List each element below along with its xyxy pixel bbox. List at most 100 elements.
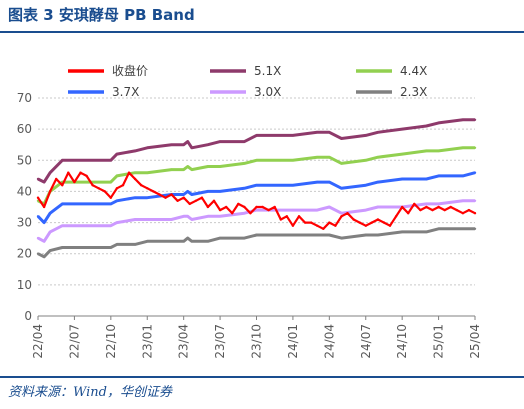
series-point bbox=[461, 118, 465, 122]
series-point bbox=[443, 208, 446, 212]
series-line-4.4X bbox=[37, 146, 475, 206]
series-point bbox=[206, 165, 210, 168]
series-point bbox=[109, 224, 113, 227]
series-point bbox=[401, 205, 404, 209]
series-point bbox=[97, 246, 100, 249]
legend-label: 3.7X bbox=[112, 85, 139, 99]
series-point bbox=[419, 208, 422, 212]
series-point bbox=[407, 212, 410, 215]
series-point bbox=[316, 208, 319, 212]
series-point bbox=[42, 180, 46, 184]
x-tick-label: 24/10 bbox=[395, 324, 409, 359]
title-divider bbox=[0, 31, 524, 33]
chart-title: 图表 3 安琪酵母 PB Band bbox=[8, 6, 195, 24]
series-point bbox=[36, 196, 40, 199]
series-point bbox=[364, 233, 367, 237]
series-point bbox=[61, 202, 64, 206]
series-point bbox=[190, 168, 193, 171]
series-point bbox=[461, 146, 465, 149]
series-point bbox=[146, 187, 149, 190]
series-point bbox=[146, 146, 149, 149]
series-point bbox=[455, 208, 458, 212]
series-point bbox=[316, 156, 319, 159]
series-point bbox=[425, 177, 428, 181]
series-point bbox=[146, 196, 149, 199]
legend-label: 5.1X bbox=[254, 64, 281, 78]
series-point bbox=[182, 168, 185, 171]
series-point bbox=[218, 208, 222, 212]
series-point bbox=[48, 171, 52, 174]
series-point bbox=[73, 246, 76, 249]
series-point bbox=[328, 156, 331, 159]
series-point bbox=[425, 124, 428, 128]
series-point bbox=[291, 134, 295, 137]
x-tick-label: 22/07 bbox=[67, 324, 81, 359]
series-point bbox=[388, 224, 392, 227]
series-point bbox=[437, 205, 440, 209]
series-line-3.7X bbox=[36, 171, 476, 225]
series-point bbox=[322, 227, 325, 230]
series-point bbox=[291, 224, 295, 227]
series-point bbox=[425, 205, 428, 209]
series-point bbox=[328, 205, 331, 209]
series-point bbox=[394, 215, 398, 218]
series-point bbox=[109, 246, 113, 249]
series-point bbox=[358, 221, 361, 224]
legend-label: 收盘价 bbox=[112, 63, 148, 78]
footer-divider bbox=[0, 376, 524, 378]
series-point bbox=[401, 152, 404, 156]
series-point bbox=[97, 187, 100, 190]
series-point bbox=[42, 240, 46, 243]
series-point bbox=[133, 218, 137, 221]
series-point bbox=[146, 171, 149, 174]
series-point bbox=[115, 152, 119, 156]
series-point bbox=[200, 196, 204, 199]
series-point bbox=[425, 230, 428, 234]
y-tick-label: 60 bbox=[17, 122, 32, 136]
series-point bbox=[376, 156, 380, 159]
series-point bbox=[376, 205, 380, 209]
series-point bbox=[316, 131, 319, 134]
x-tick-label: 25/01 bbox=[432, 324, 446, 359]
series-point bbox=[437, 202, 440, 206]
series-point bbox=[73, 180, 76, 184]
series-point bbox=[115, 221, 119, 224]
pb-band-chart: 0 10 20 30 40 50 60 70 22/04 22/07 22/10 23/01 23/0… bbox=[17, 63, 482, 359]
series-point bbox=[182, 215, 185, 218]
series-point bbox=[401, 127, 404, 131]
series-point bbox=[437, 227, 440, 230]
series-point bbox=[401, 230, 404, 234]
series-point bbox=[190, 218, 193, 221]
series-point bbox=[48, 190, 52, 193]
series-point bbox=[61, 159, 64, 162]
series-point bbox=[218, 140, 222, 143]
y-tick-label: 0 bbox=[24, 309, 32, 323]
series-point bbox=[461, 199, 465, 202]
series-point bbox=[364, 134, 367, 137]
series-point bbox=[352, 218, 355, 221]
series-point bbox=[36, 215, 40, 218]
series-point bbox=[97, 202, 100, 206]
series-point bbox=[36, 177, 40, 181]
series-point bbox=[431, 208, 434, 212]
series-point bbox=[255, 159, 258, 162]
series-point bbox=[364, 224, 367, 227]
series-point bbox=[186, 236, 189, 240]
series-point bbox=[186, 165, 189, 168]
series-point bbox=[146, 240, 149, 243]
series-point bbox=[437, 121, 440, 125]
series-point bbox=[267, 208, 270, 212]
series-point bbox=[127, 171, 131, 174]
series-point bbox=[334, 224, 337, 227]
series-point bbox=[364, 208, 367, 212]
series-point bbox=[133, 149, 137, 153]
series-point bbox=[109, 196, 113, 199]
series-point bbox=[158, 193, 161, 196]
series-point bbox=[255, 134, 258, 137]
series-point bbox=[206, 205, 210, 209]
series-line-5.1X bbox=[37, 118, 475, 184]
series-point bbox=[243, 212, 246, 215]
series-point bbox=[115, 243, 119, 246]
series-point bbox=[340, 215, 343, 218]
series-point bbox=[206, 215, 210, 218]
